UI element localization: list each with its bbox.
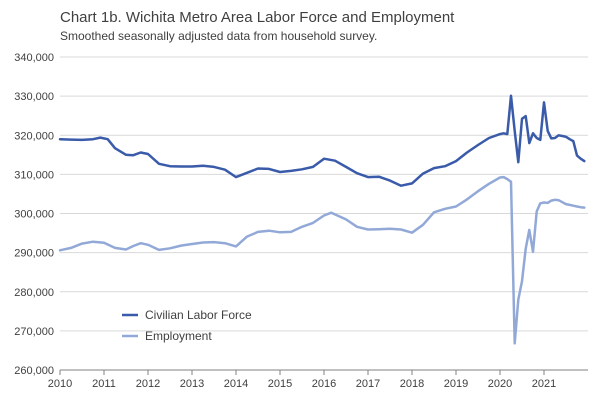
- x-tick-label: 2012: [136, 378, 160, 390]
- x-tick-label: 2015: [268, 378, 292, 390]
- y-tick-label: 270,000: [14, 326, 54, 338]
- x-tick-label: 2019: [444, 378, 468, 390]
- x-tick-label: 2017: [356, 378, 380, 390]
- y-tick-label: 340,000: [14, 52, 54, 64]
- y-tick-label: 310,000: [14, 169, 54, 181]
- legend-label-employment: Employment: [145, 329, 212, 343]
- series-line-civilian-labor-force: [58, 94, 586, 187]
- y-tick-label: 320,000: [14, 130, 54, 142]
- data-series: [58, 94, 586, 345]
- x-axis-tick-labels: 2010 2011 2012 2013 2014 2015 2016 2017 2018 2019…: [48, 378, 556, 390]
- x-tick-label: 2014: [224, 378, 248, 390]
- series-line-employment: [58, 175, 586, 345]
- x-tick-label: 2021: [532, 378, 556, 390]
- x-tick-label: 2018: [400, 378, 424, 390]
- x-tick-label: 2020: [488, 378, 512, 390]
- x-axis-ticks: [59, 370, 545, 375]
- x-tick-label: 2011: [92, 378, 116, 390]
- chart-subtitle: Smoothed seasonally adjusted data from h…: [60, 29, 377, 43]
- x-tick-label: 2010: [48, 378, 72, 390]
- y-tick-label: 330,000: [14, 91, 54, 103]
- legend-label-civilian-labor-force: Civilian Labor Force: [145, 308, 252, 322]
- y-tick-label: 280,000: [14, 287, 54, 299]
- x-tick-label: 2016: [312, 378, 336, 390]
- y-tick-label: 290,000: [14, 248, 54, 260]
- chart-title: Chart 1b. Wichita Metro Area Labor Force…: [60, 9, 455, 26]
- x-tick-label: 2013: [180, 378, 204, 390]
- y-tick-label: 300,000: [14, 209, 54, 221]
- gridlines: [60, 56, 588, 332]
- legend: Civilian Labor Force Employment: [122, 308, 252, 343]
- y-tick-label: 260,000: [14, 365, 54, 377]
- y-axis-tick-labels: 260,000 270,000 280,000 290,000 300,000 310,0…: [14, 52, 54, 377]
